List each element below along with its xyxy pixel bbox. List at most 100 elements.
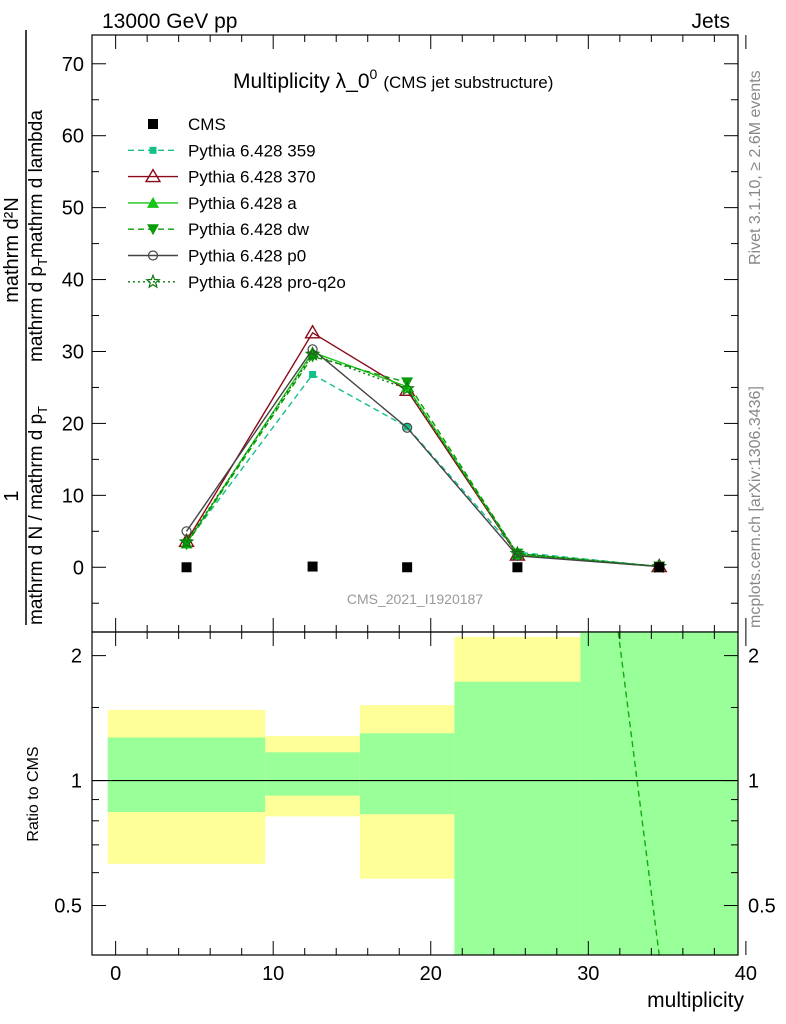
legend-label-p359: Pythia 6.428 359 bbox=[188, 141, 316, 160]
legend-marker-pa bbox=[147, 196, 159, 208]
legend-entry-pdw: Pythia 6.428 dw bbox=[128, 220, 310, 239]
legend: CMS Pythia 6.428 359 Pythia 6.428 370 Pythi… bbox=[128, 115, 346, 292]
x-tick-label: 40 bbox=[735, 963, 757, 985]
ratio-ytick-label-right: 0.5 bbox=[748, 896, 776, 918]
ylabel-bottom-sub: T bbox=[35, 258, 50, 266]
ratio-band-inner bbox=[580, 632, 738, 955]
ylabel-bottom: mathrm d pTmathrm d lambda bbox=[26, 110, 50, 362]
series-p370 bbox=[178, 324, 668, 573]
ratio-ytick-label: 2 bbox=[71, 646, 82, 668]
data-point-cms bbox=[402, 562, 413, 573]
series-line-p359 bbox=[185, 373, 660, 568]
main-plot: 0 10 20 30 40 50 60 70 bbox=[62, 34, 747, 633]
ratio-band-inner bbox=[107, 737, 266, 813]
watermark: CMS_2021_I1920187 bbox=[347, 591, 483, 607]
data-point-pq2o bbox=[399, 380, 415, 396]
ratio-band-inner bbox=[454, 681, 581, 955]
legend-label-pp0: Pythia 6.428 p0 bbox=[188, 247, 306, 266]
main-ytick-label: 40 bbox=[62, 270, 84, 292]
main-title-label: Multiplicity λ_0 bbox=[233, 70, 370, 93]
ratio-ylabel: Ratio to CMS bbox=[25, 746, 42, 841]
legend-entry-p370: Pythia 6.428 370 bbox=[128, 168, 316, 187]
ylabel-denominator-sub: T bbox=[35, 406, 50, 414]
x-tick-label: 10 bbox=[262, 963, 284, 985]
data-point-pp0 bbox=[512, 550, 523, 561]
legend-marker-pp0 bbox=[147, 250, 159, 261]
legend-marker-pq2o bbox=[145, 273, 161, 289]
ylabel-bottom-suffix: mathrm d lambda bbox=[26, 110, 47, 258]
ratio-plot: 0.5 0.51 12 20 10 20 30 40 bbox=[54, 631, 776, 985]
legend-marker-p370 bbox=[144, 168, 162, 183]
legend-entry-cms: CMS bbox=[148, 115, 226, 134]
main-y-axis-label: 1 mathrm d N / mathrm d pT mathrm d²N ma… bbox=[1, 30, 50, 625]
x-tick-label: 0 bbox=[110, 963, 121, 985]
ylabel-bottom-text: mathrm d p bbox=[26, 266, 47, 362]
mcplots-label: mcplots.cern.ch [arXiv:1306.3436] bbox=[747, 386, 764, 628]
main-title-text: Multiplicity λ_00 (CMS jet substructure) bbox=[233, 66, 553, 93]
legend-marker-p359 bbox=[149, 146, 157, 154]
data-point-cms bbox=[654, 562, 665, 573]
series-line-pq2o bbox=[185, 353, 660, 568]
series-line-pp0 bbox=[185, 348, 660, 568]
ratio-band-inner bbox=[359, 733, 455, 815]
rivet-label: Rivet 3.1.10, ≥ 2.6M events bbox=[747, 70, 764, 265]
legend-entry-pp0: Pythia 6.428 p0 bbox=[128, 247, 306, 266]
series-line-pdw bbox=[185, 355, 660, 568]
ylabel-denominator: mathrm d N / mathrm d pT bbox=[26, 406, 50, 625]
legend-label-p370: Pythia 6.428 370 bbox=[188, 168, 316, 187]
legend-label-pq2o: Pythia 6.428 pro-q2o bbox=[188, 273, 346, 292]
data-point-pq2o bbox=[304, 346, 321, 361]
legend-entry-p359: Pythia 6.428 359 bbox=[128, 141, 316, 160]
header-process: 13000 GeV pp bbox=[102, 10, 237, 33]
main-ytick-label: 10 bbox=[62, 485, 84, 507]
series-pq2o bbox=[178, 346, 667, 574]
ratio-band-inner bbox=[265, 752, 360, 796]
data-point-cms bbox=[181, 562, 192, 573]
main-ytick-label: 60 bbox=[62, 126, 84, 148]
legend-entry-pq2o: Pythia 6.428 pro-q2o bbox=[128, 273, 346, 292]
main-ytick-label: 0 bbox=[73, 557, 84, 579]
series-pp0 bbox=[181, 344, 665, 572]
ratio-ytick-label: 1 bbox=[71, 771, 82, 793]
data-point-pq2o bbox=[509, 545, 526, 561]
legend-marker-pdw bbox=[147, 224, 159, 236]
main-title-suffix: (CMS jet substructure) bbox=[383, 73, 553, 92]
main-ytick-label: 50 bbox=[62, 198, 84, 220]
data-point-p359 bbox=[309, 370, 317, 378]
ratio-ytick-label-right: 1 bbox=[748, 771, 759, 793]
data-point-pq2o bbox=[178, 533, 195, 549]
series-cms bbox=[181, 561, 665, 573]
ratio-ytick-label: 0.5 bbox=[54, 896, 82, 918]
main-ytick-label: 20 bbox=[62, 413, 84, 435]
series-p359 bbox=[183, 370, 663, 571]
legend-entry-pa: Pythia 6.428 a bbox=[128, 194, 297, 213]
main-ytick-label: 30 bbox=[62, 341, 84, 363]
series-line-p370 bbox=[185, 331, 660, 568]
main-title: Multiplicity λ_00 (CMS jet substructure) bbox=[233, 66, 553, 93]
data-point-cms bbox=[512, 562, 523, 573]
main-title-sup: 0 bbox=[370, 66, 378, 82]
header: 13000 GeV pp Jets bbox=[102, 10, 730, 33]
series-pdw bbox=[180, 351, 666, 573]
x-tick-label: 30 bbox=[577, 963, 599, 985]
legend-marker-cms bbox=[148, 119, 158, 129]
ylabel-numerator: 1 bbox=[1, 490, 23, 501]
ratio-series-line bbox=[617, 631, 660, 956]
ylabel-top: mathrm d²N bbox=[1, 197, 23, 303]
data-point-cms bbox=[307, 561, 318, 572]
main-ytick-label: 70 bbox=[62, 54, 84, 76]
x-tick-label: 20 bbox=[420, 963, 442, 985]
series-line-pa bbox=[185, 351, 660, 568]
data-point-p370 bbox=[304, 324, 321, 339]
side-labels: Rivet 3.1.10, ≥ 2.6M events mcplots.cern… bbox=[747, 70, 764, 628]
legend-label-pa: Pythia 6.428 a bbox=[188, 194, 297, 213]
ylabel-denominator-text: mathrm d N / mathrm d p bbox=[26, 414, 47, 625]
legend-label-cms: CMS bbox=[188, 115, 226, 134]
legend-label-pdw: Pythia 6.428 dw bbox=[188, 220, 310, 239]
header-observable: Jets bbox=[691, 10, 730, 33]
series-pa bbox=[180, 346, 666, 572]
ratio-ytick-label-right: 2 bbox=[748, 646, 759, 668]
x-axis-label: multiplicity bbox=[647, 989, 744, 1012]
data-point-pp0 bbox=[402, 422, 413, 433]
